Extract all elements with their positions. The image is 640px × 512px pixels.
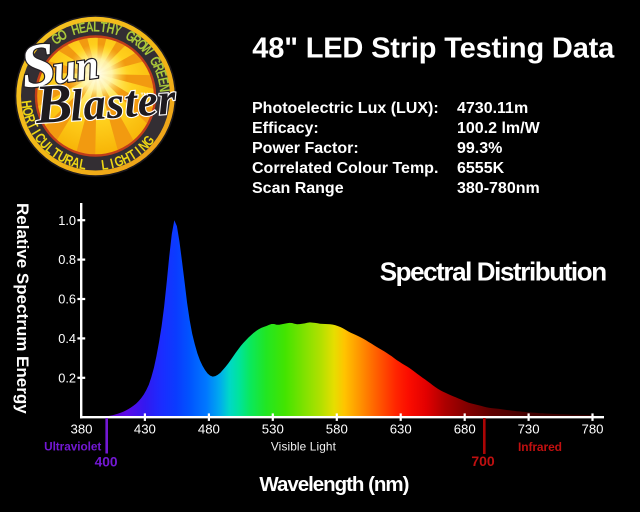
svg-text:L: L	[100, 156, 109, 174]
svg-text:Photoelectric Lux (LUX):: Photoelectric Lux (LUX):	[252, 100, 439, 117]
svg-text:430: 430	[134, 422, 156, 437]
svg-text:Correlated Colour Temp.: Correlated Colour Temp.	[252, 160, 438, 177]
svg-text:Infrared: Infrared	[518, 440, 562, 454]
svg-text:480: 480	[198, 422, 220, 437]
svg-text:0.6: 0.6	[58, 292, 76, 307]
svg-text:H: H	[105, 19, 116, 37]
svg-text:I: I	[28, 126, 44, 137]
svg-text:730: 730	[518, 422, 540, 437]
svg-text:380-780nm: 380-780nm	[457, 180, 540, 197]
svg-text:530: 530	[262, 422, 284, 437]
svg-text:680: 680	[454, 422, 476, 437]
svg-text:48" LED Strip Testing Data: 48" LED Strip Testing Data	[252, 33, 615, 65]
svg-text:Power Factor:: Power Factor:	[252, 140, 359, 157]
svg-text:O: O	[19, 105, 37, 117]
svg-text:0.4: 0.4	[58, 331, 76, 346]
svg-text:Visible Light: Visible Light	[271, 439, 337, 453]
svg-text:0.8: 0.8	[58, 252, 76, 267]
svg-text:N: N	[156, 83, 174, 93]
svg-text:Scan Range: Scan Range	[252, 180, 344, 197]
svg-text:Ultraviolet: Ultraviolet	[44, 440, 101, 454]
svg-text:Spectral Distribution: Spectral Distribution	[380, 257, 607, 287]
svg-text:580: 580	[326, 422, 348, 437]
svg-text:I: I	[108, 155, 115, 172]
svg-text:Efficacy:: Efficacy:	[252, 120, 319, 137]
svg-text:380: 380	[70, 422, 92, 437]
svg-text:700: 700	[471, 453, 495, 469]
svg-text:H: H	[18, 99, 36, 109]
svg-text:T: T	[99, 18, 108, 36]
svg-text:99.3%: 99.3%	[457, 140, 502, 157]
svg-text:630: 630	[390, 422, 412, 437]
svg-text:L: L	[93, 18, 100, 35]
svg-text:1.0: 1.0	[58, 213, 76, 228]
svg-text:Blaster: Blaster	[32, 64, 178, 135]
svg-text:100.2 lm/W: 100.2 lm/W	[457, 120, 541, 137]
svg-text:L: L	[78, 155, 88, 173]
svg-text:Relative Spectrum Energy: Relative Spectrum Energy	[13, 203, 32, 414]
svg-text:A: A	[85, 18, 94, 36]
svg-text:™: ™	[140, 91, 149, 101]
svg-text:E: E	[77, 19, 88, 37]
svg-text:400: 400	[95, 454, 118, 469]
svg-text:4730.11m: 4730.11m	[457, 100, 528, 117]
svg-text:0.2: 0.2	[58, 370, 76, 385]
svg-text:780: 780	[581, 422, 603, 437]
svg-text:E: E	[154, 76, 172, 87]
svg-text:6555K: 6555K	[457, 160, 505, 177]
svg-text:Wavelength (nm): Wavelength (nm)	[259, 473, 409, 496]
